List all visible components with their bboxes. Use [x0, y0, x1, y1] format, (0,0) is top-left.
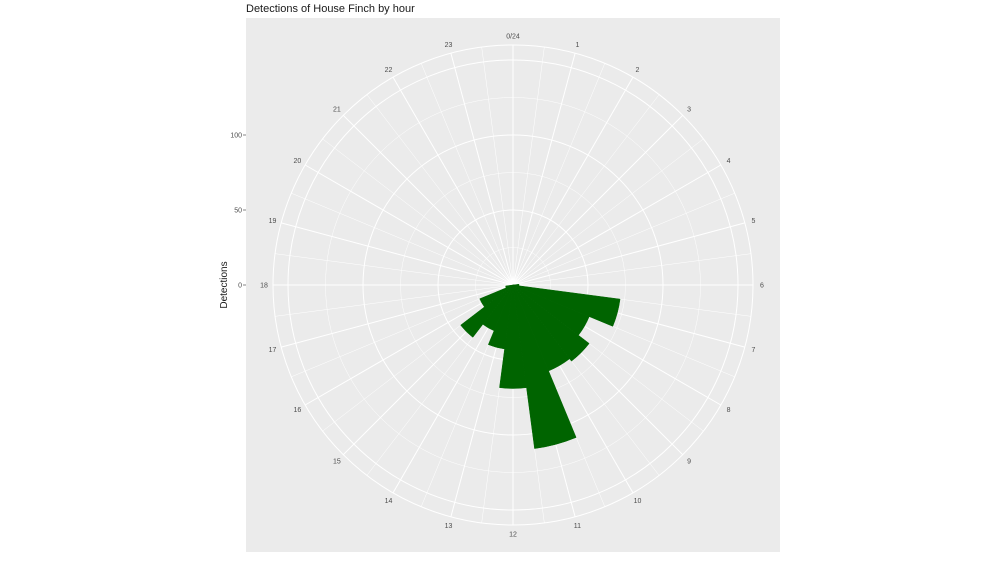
hour-label: 16	[293, 407, 301, 414]
chart-title: Detections of House Finch by hour	[246, 3, 415, 15]
hour-label: 3	[687, 106, 691, 113]
hour-label: 18	[260, 283, 268, 290]
hour-label: 7	[752, 347, 756, 354]
grid-lines	[272, 44, 754, 526]
axis-ticks: 0/24123456789101112131415161718192021222…	[230, 34, 764, 539]
hour-label: 15	[333, 459, 341, 466]
grid-spoke-major	[512, 222, 745, 286]
bar-hour-7	[512, 284, 621, 327]
hour-label: 17	[269, 347, 277, 354]
hour-label: 0/24	[506, 34, 520, 41]
hour-label: 20	[293, 158, 301, 165]
hour-label: 8	[727, 407, 731, 414]
hour-label: 23	[445, 42, 453, 49]
grid-spoke-minor	[512, 138, 704, 286]
grid-spoke-major	[281, 222, 514, 286]
grid-spoke-minor	[512, 47, 545, 286]
hour-label: 1	[575, 42, 579, 49]
grid-spoke-minor	[420, 63, 514, 286]
grid-spoke-minor	[275, 253, 514, 286]
hour-label: 19	[269, 218, 277, 225]
grid-spoke-major	[450, 53, 514, 286]
bar-hour-9	[512, 284, 590, 362]
bar-hour-16	[479, 284, 514, 308]
grid-spoke-major	[512, 114, 684, 286]
hour-label: 21	[333, 106, 341, 113]
grid-spoke-minor	[275, 284, 514, 317]
hour-label: 5	[752, 218, 756, 225]
grid-spoke-major	[304, 284, 514, 406]
grid-spoke-minor	[291, 192, 514, 286]
radial-tick-label: 0	[238, 283, 242, 290]
grid-spoke-major	[342, 114, 514, 286]
bar-hour-17	[505, 284, 514, 289]
grid-spoke-minor	[512, 253, 751, 286]
grid-spoke-major	[392, 76, 514, 286]
grid-spoke-minor	[291, 284, 514, 378]
grid-spoke-minor	[512, 192, 735, 286]
grid-spoke-major	[304, 164, 514, 286]
hour-label: 9	[687, 459, 691, 466]
hour-label: 10	[634, 498, 642, 505]
hour-label: 4	[727, 158, 731, 165]
hour-label: 22	[385, 67, 393, 74]
grid-spoke-major	[512, 164, 722, 286]
hour-label: 12	[509, 532, 517, 539]
radial-tick-label: 50	[234, 208, 242, 215]
grid-spoke-minor	[481, 47, 514, 286]
grid-spoke-major	[512, 76, 634, 286]
bar-hour-13	[487, 284, 514, 350]
grid-spoke-major	[281, 284, 514, 348]
bars	[460, 283, 621, 449]
bar-hour-11	[512, 284, 577, 449]
radial-tick-label: 100	[230, 133, 242, 140]
hour-label: 6	[760, 283, 764, 290]
grid-spoke-minor	[512, 63, 606, 286]
hour-label: 13	[445, 523, 453, 530]
bar-hour-15	[460, 284, 514, 338]
grid-spoke-minor	[366, 94, 514, 286]
hour-label: 14	[385, 498, 393, 505]
hour-label: 2	[636, 67, 640, 74]
y-axis-label: Detections	[219, 261, 230, 308]
grid-spoke-minor	[322, 138, 514, 286]
grid-spoke-minor	[512, 94, 660, 286]
grid-spoke-major	[512, 53, 576, 286]
bar-hour-12	[499, 284, 527, 389]
hour-label: 11	[574, 523, 581, 530]
